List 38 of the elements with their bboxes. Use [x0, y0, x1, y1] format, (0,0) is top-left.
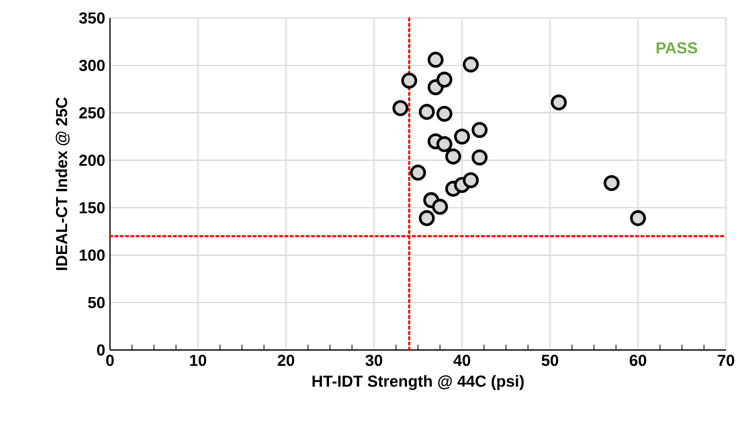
x-tick-label: 70 [718, 354, 734, 366]
point [630, 210, 646, 226]
y-tick-label: 50 [88, 296, 105, 308]
x-tick-label: 50 [542, 354, 558, 366]
y-tick-label: 200 [79, 154, 105, 166]
x-tick-label: 20 [278, 354, 294, 366]
y-axis-title: IDEAL-CT Index @ 25C [56, 97, 70, 270]
point [392, 100, 408, 116]
point [454, 128, 470, 145]
point [462, 172, 479, 188]
y-tick-label: 0 [97, 344, 105, 356]
point [418, 104, 435, 120]
point [445, 148, 462, 164]
point [410, 164, 426, 181]
y-tick-label: 300 [79, 60, 105, 72]
x-axis-title: HT-IDT Strength @ 44C (psi) [312, 375, 524, 390]
y-tick-label: 350 [79, 12, 105, 24]
point [604, 175, 620, 192]
x-tick-label: 10 [190, 354, 206, 366]
y-tick-label: 100 [80, 250, 105, 261]
point [436, 136, 452, 152]
point [462, 56, 479, 72]
annotation: PASS [656, 42, 698, 54]
point [436, 72, 452, 88]
point [432, 198, 448, 215]
x-tick-label: 30 [366, 354, 382, 366]
x-tick-label: 40 [453, 354, 470, 366]
point [472, 149, 488, 166]
point [436, 106, 452, 122]
x-tick-label: 60 [630, 354, 646, 366]
y-tick-label: 150 [80, 202, 105, 214]
point [428, 52, 444, 68]
x-tick-label: 0 [106, 354, 114, 366]
point [418, 210, 435, 226]
y-tick-label: 250 [79, 107, 105, 118]
point [472, 122, 488, 138]
point [401, 72, 418, 89]
point [550, 94, 567, 110]
